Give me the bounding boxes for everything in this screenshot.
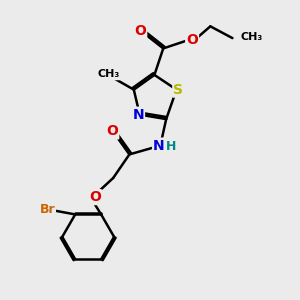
Text: O: O bbox=[186, 33, 198, 46]
Text: O: O bbox=[89, 190, 101, 204]
Text: S: S bbox=[173, 82, 183, 97]
Text: CH₃: CH₃ bbox=[241, 32, 263, 42]
Text: O: O bbox=[106, 124, 118, 138]
Text: N: N bbox=[153, 139, 165, 153]
Text: N: N bbox=[132, 108, 144, 122]
Text: Br: Br bbox=[39, 203, 55, 216]
Text: O: O bbox=[134, 24, 146, 38]
Text: H: H bbox=[166, 140, 177, 153]
Text: CH₃: CH₃ bbox=[98, 69, 120, 79]
